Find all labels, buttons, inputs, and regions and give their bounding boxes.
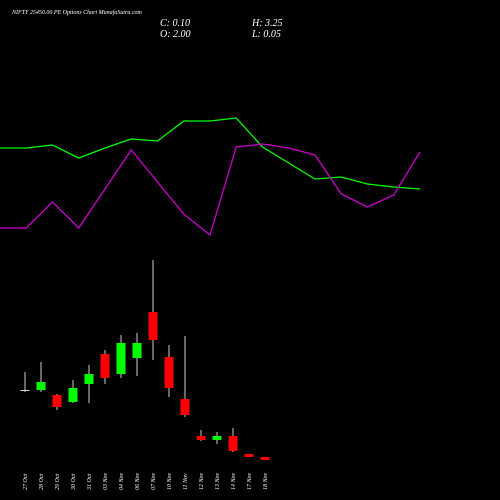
candle-body	[84, 374, 94, 384]
high-label: H: 3.25	[251, 18, 283, 29]
candle-body	[164, 357, 174, 388]
chart-title: NIFTY 25450.00 PE Options Chart MunafaSu…	[11, 9, 143, 16]
candle-body	[116, 343, 126, 374]
x-tick-label: 30 Oct	[71, 474, 77, 491]
candle-body	[148, 312, 158, 340]
candle-body	[20, 390, 30, 391]
x-tick-label: 12 Nov	[199, 472, 205, 490]
x-tick-label: 06 Nov	[135, 472, 141, 490]
indicator-line	[0, 143, 421, 237]
low-label: L: 0.05	[251, 29, 281, 40]
x-tick-label: 03 Nov	[103, 472, 109, 490]
candle-body	[100, 354, 110, 378]
x-tick-label: 11 Nov	[183, 473, 189, 490]
x-tick-label: 31 Oct	[87, 474, 93, 491]
candle-body	[36, 382, 46, 390]
x-tick-label: 28 Oct	[39, 474, 45, 490]
candle-body	[212, 436, 222, 440]
x-tick-label: 17 Nov	[247, 472, 253, 490]
candle-body	[132, 343, 142, 358]
candle-body	[196, 436, 206, 440]
x-tick-label: 10 Nov	[167, 472, 173, 490]
candle-body	[260, 457, 270, 460]
x-tick-label: 27 Oct	[23, 474, 29, 490]
candle-body	[68, 388, 78, 402]
candle-body	[180, 399, 190, 415]
x-tick-label: 29 Oct	[55, 474, 61, 490]
candle-body	[52, 395, 62, 407]
x-tick-label: 18 Nov	[263, 472, 269, 490]
x-tick-label: 13 Nov	[215, 472, 221, 490]
open-label: O: 2.00	[160, 29, 191, 40]
x-tick-label: 04 Nov	[118, 472, 125, 490]
x-tick-label: 14 Nov	[230, 472, 237, 490]
indicator-line	[0, 117, 421, 190]
x-tick-label: 07 Nov	[151, 472, 157, 490]
candle-body	[244, 454, 254, 457]
candle-body	[228, 436, 238, 451]
close-label: C: 0.10	[160, 18, 190, 29]
